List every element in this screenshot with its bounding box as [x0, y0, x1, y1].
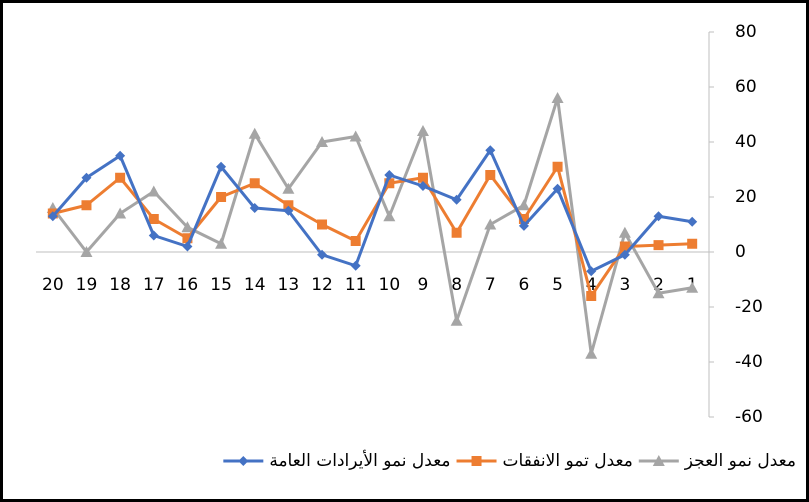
point	[417, 172, 428, 183]
y-tick-label: -60	[735, 407, 763, 427]
legend-label: معدل تمو الانفقات	[503, 451, 633, 471]
point	[619, 241, 630, 252]
x-tick-label: 4	[586, 275, 597, 295]
series-line	[51, 148, 693, 273]
x-tick-label: 10	[379, 275, 401, 295]
point	[585, 347, 598, 359]
legend-label: معدل نمو الأيرادات العامة	[269, 450, 450, 471]
legend-label: معدل نمو العجز	[684, 451, 796, 471]
point	[316, 136, 329, 147]
point	[283, 200, 294, 211]
point	[216, 192, 227, 202]
point	[81, 200, 92, 211]
point	[350, 260, 361, 271]
point	[249, 203, 260, 213]
point	[517, 199, 530, 211]
x-tick-label: 20	[42, 275, 64, 295]
point	[552, 183, 563, 194]
point	[485, 145, 496, 156]
point	[518, 214, 529, 224]
x-tick-label: 15	[210, 275, 232, 295]
point	[686, 281, 699, 293]
point	[653, 211, 664, 222]
y-tick-label: 60	[735, 77, 757, 97]
x-tick-label: 5	[552, 275, 563, 295]
point	[148, 214, 159, 224]
point	[80, 246, 93, 257]
x-tick-label: 8	[451, 275, 462, 295]
y-tick-label: 80	[735, 22, 757, 42]
point	[586, 291, 597, 301]
point	[81, 172, 92, 183]
x-tick-label: 2	[653, 275, 664, 295]
point	[619, 249, 630, 260]
point	[216, 161, 227, 172]
point	[147, 185, 160, 197]
x-tick-label: 14	[244, 275, 266, 295]
point	[182, 233, 193, 244]
y-tick-label: -20	[735, 297, 763, 317]
point	[653, 240, 664, 251]
x-tick-label: 3	[619, 275, 630, 295]
point	[450, 314, 463, 326]
y-tick-label: 40	[735, 132, 757, 152]
point	[115, 172, 126, 183]
y-tick-label: 0	[735, 242, 746, 262]
x-tick-label: 19	[76, 275, 98, 295]
point	[552, 161, 563, 172]
y-tick-label: 20	[735, 187, 757, 207]
legend-marker	[471, 456, 482, 466]
point	[248, 127, 261, 139]
point	[484, 218, 497, 230]
series-line	[52, 165, 693, 298]
point	[47, 211, 58, 222]
x-tick-label: 11	[345, 275, 367, 295]
point	[618, 226, 631, 238]
x-tick-label: 13	[278, 275, 300, 295]
y-tick-label: -40	[735, 352, 763, 372]
point	[383, 210, 396, 222]
point	[551, 92, 564, 103]
point	[317, 219, 328, 230]
point	[518, 220, 529, 231]
point	[451, 194, 462, 205]
point	[451, 227, 462, 238]
point	[417, 181, 428, 191]
point	[282, 182, 295, 194]
point	[687, 216, 698, 227]
legend-marker	[652, 455, 665, 466]
point	[652, 287, 665, 299]
point	[384, 178, 395, 189]
x-tick-label: 7	[485, 275, 496, 295]
x-tick-label: 9	[418, 275, 429, 295]
point	[349, 130, 362, 142]
point	[350, 236, 361, 246]
point	[687, 238, 698, 249]
point	[586, 266, 597, 277]
point	[215, 237, 228, 249]
point	[384, 170, 395, 180]
series-line	[51, 96, 693, 356]
point	[416, 125, 429, 136]
point	[114, 207, 127, 219]
x-tick-label: 6	[519, 275, 530, 295]
point	[317, 249, 328, 260]
point	[249, 178, 260, 189]
point	[181, 221, 194, 233]
point	[182, 241, 193, 252]
point	[485, 170, 496, 180]
x-tick-label: 12	[311, 275, 333, 295]
x-tick-label: 17	[143, 275, 165, 295]
point	[148, 230, 159, 241]
point	[283, 205, 294, 216]
legend-marker	[238, 456, 249, 466]
x-tick-label: 16	[177, 275, 199, 295]
x-tick-label: 18	[109, 275, 131, 295]
point	[115, 150, 126, 161]
